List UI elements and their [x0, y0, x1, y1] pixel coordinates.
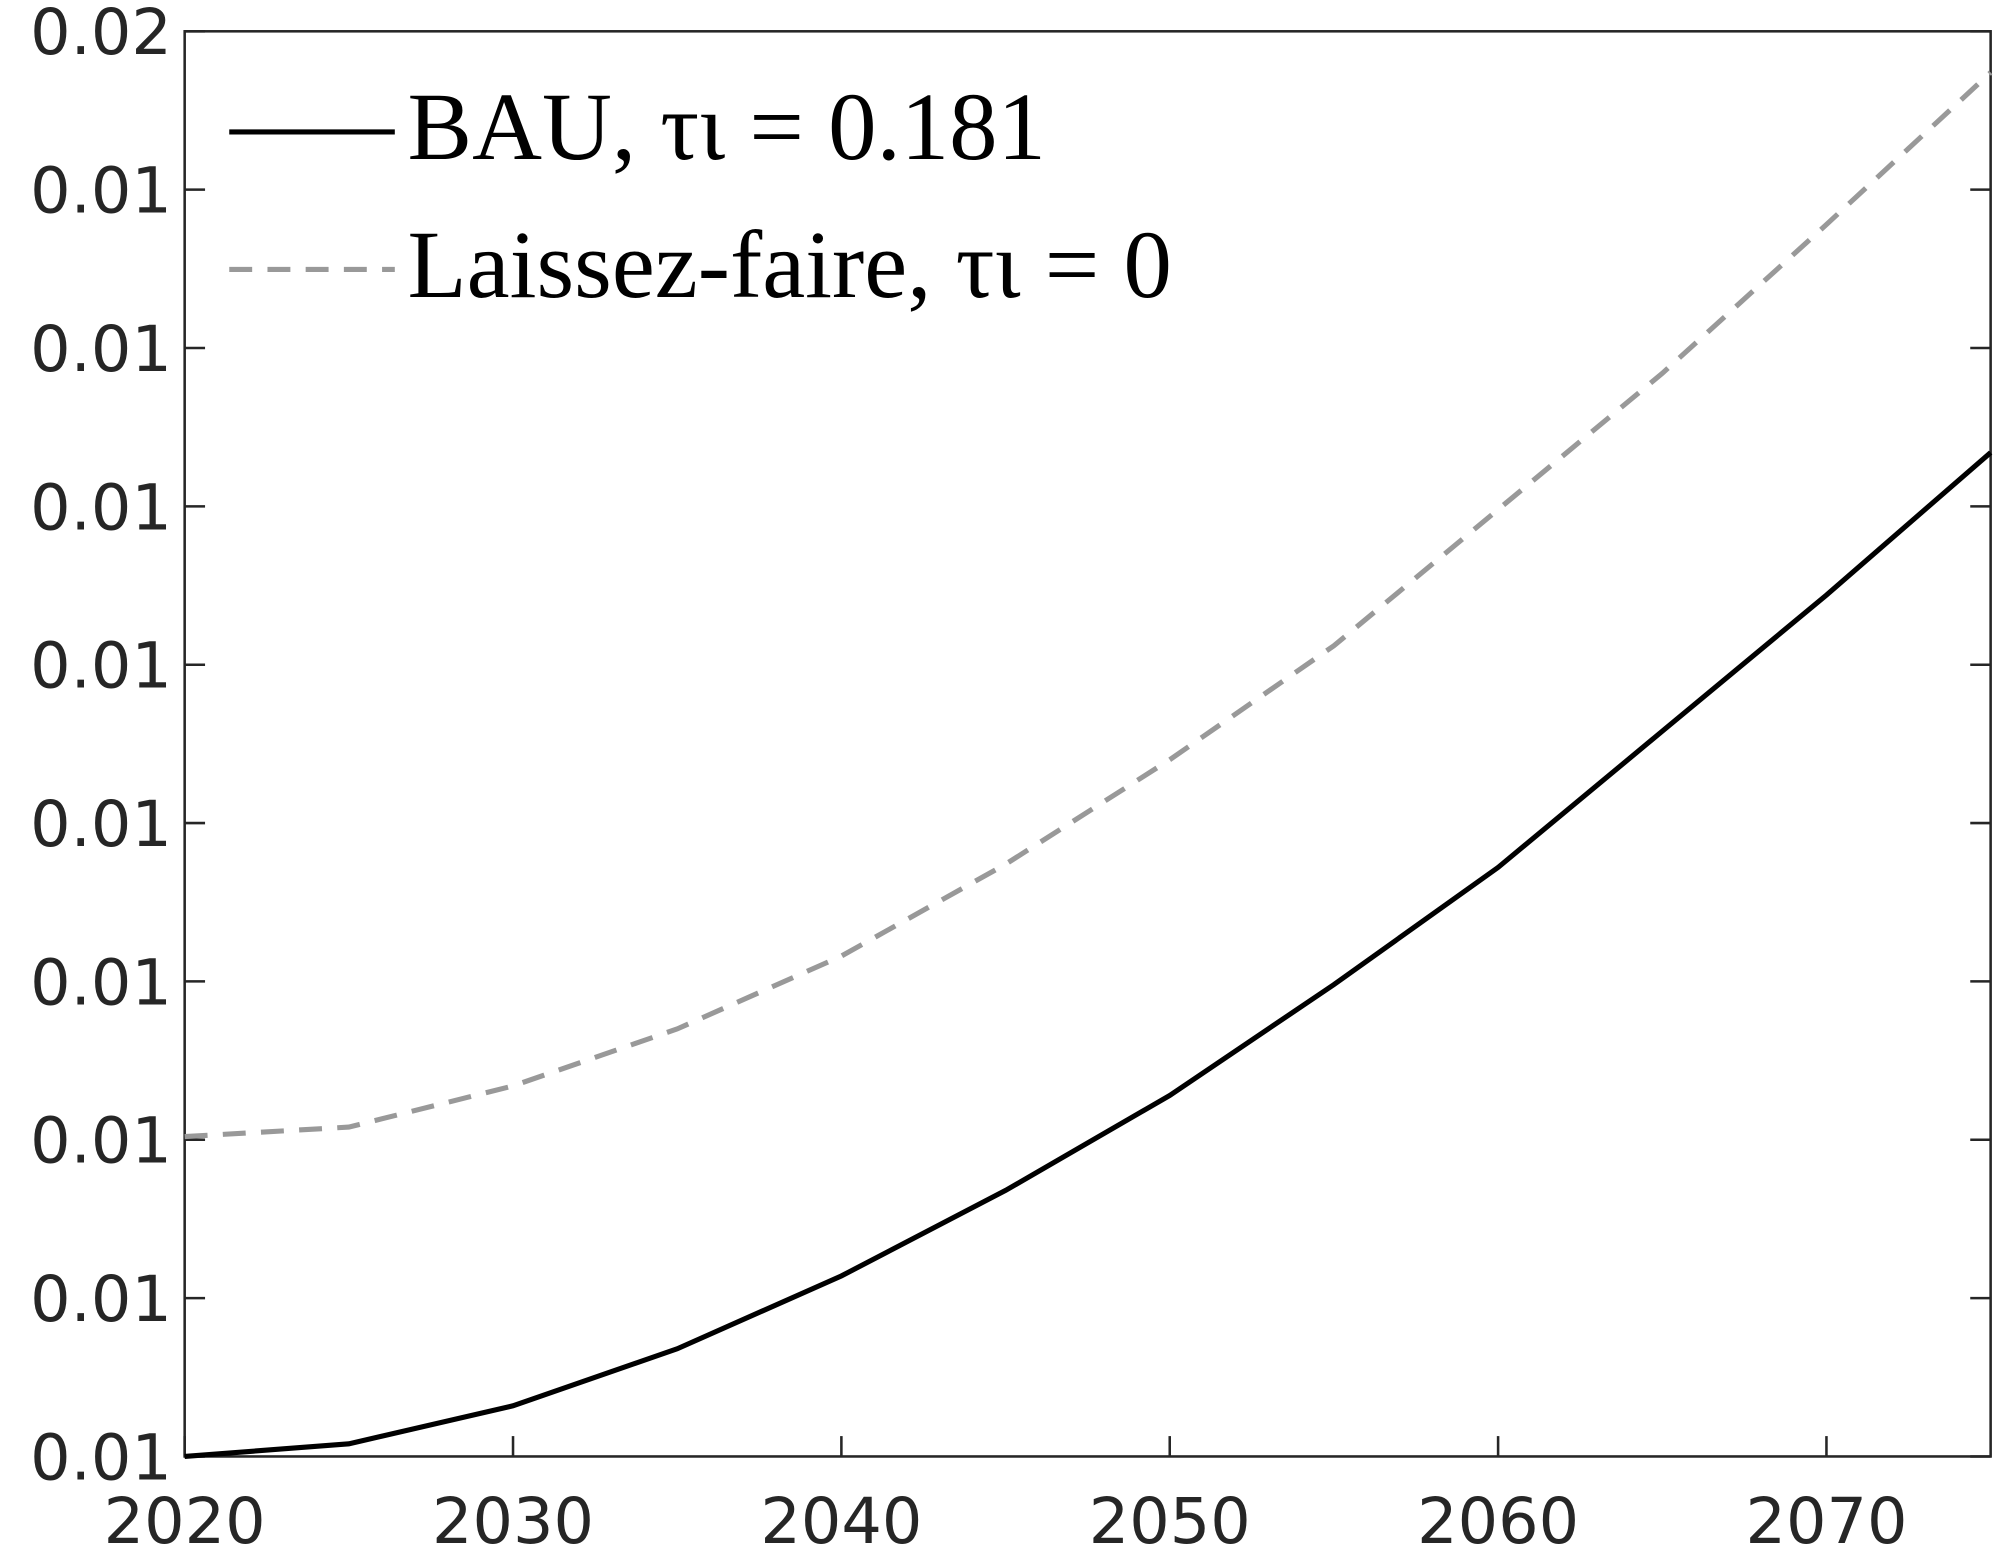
series-line: [184, 450, 1993, 1460]
x-tick-label: 2070: [1745, 1485, 1907, 1554]
y-tick-label: 0.01: [30, 630, 172, 704]
x-tick-label: 2060: [1417, 1485, 1579, 1554]
legend-label: Laissez-faire, τι = 0: [408, 211, 1172, 318]
legend-label: BAU, τι = 0.181: [408, 73, 1046, 180]
y-tick-label: 0.01: [30, 1421, 172, 1495]
y-tick-label: 0.01: [30, 1263, 172, 1337]
y-tick-label: 0.01: [30, 313, 172, 387]
x-tick-label: 2050: [1089, 1485, 1251, 1554]
y-tick-label: 0.01: [30, 1105, 172, 1179]
y-tick-label: 0.02: [30, 0, 172, 70]
y-tick-label: 0.01: [30, 155, 172, 229]
x-tick-label: 2040: [760, 1485, 922, 1554]
y-tick-label: 0.01: [30, 946, 172, 1020]
y-tick-label: 0.01: [30, 471, 172, 545]
x-tick-label: 2030: [432, 1485, 594, 1554]
plot-area: [183, 30, 1992, 1458]
x-tick-label: 2020: [104, 1485, 266, 1554]
series-line: [184, 70, 1993, 1140]
y-tick-label: 0.01: [30, 788, 172, 862]
